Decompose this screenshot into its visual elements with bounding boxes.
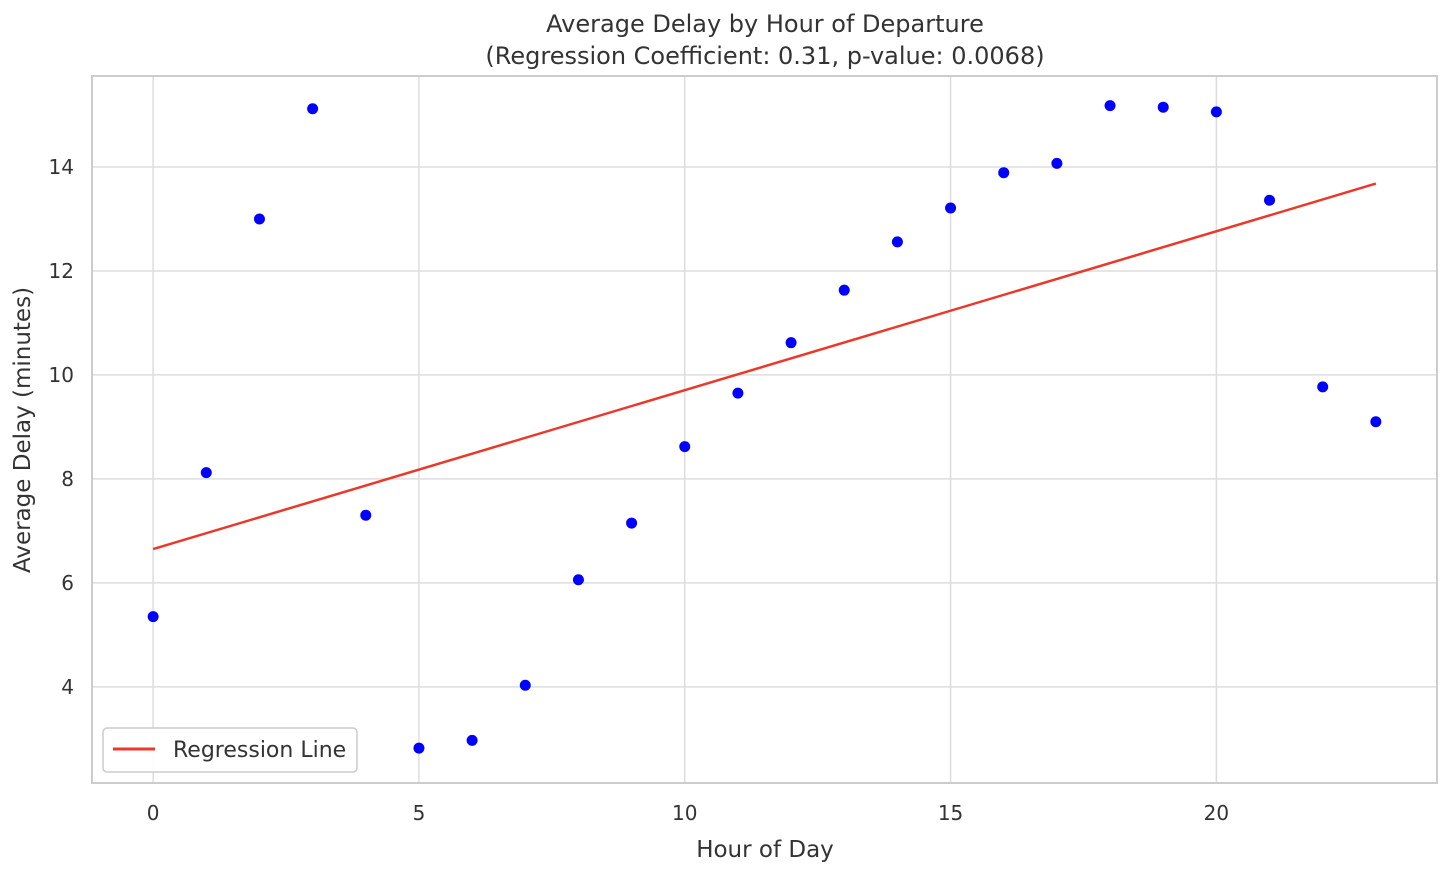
legend-label-regression: Regression Line	[173, 738, 346, 763]
x-tick-labels: 0 5 10 15 20	[147, 801, 1229, 825]
y-tick-label: 6	[61, 571, 74, 595]
data-point	[785, 337, 797, 349]
data-point	[307, 103, 319, 115]
legend-box	[102, 727, 358, 773]
data-point	[732, 387, 744, 399]
y-tick-labels: 4 6 8 10 12 14	[49, 155, 74, 699]
data-point	[1051, 157, 1063, 169]
y-tick-label: 12	[49, 259, 74, 283]
data-point	[572, 574, 584, 586]
plot-frame	[91, 75, 1438, 784]
scatter-series	[147, 100, 1382, 754]
data-point	[679, 441, 691, 453]
x-tick-label: 20	[1204, 801, 1229, 825]
data-point	[519, 679, 531, 691]
data-point	[945, 202, 957, 214]
data-point	[147, 611, 159, 623]
data-point	[838, 284, 850, 296]
data-point	[1104, 100, 1116, 112]
data-point	[360, 509, 372, 521]
legend: Regression Line	[102, 727, 358, 773]
regression-line	[152, 182, 1377, 551]
y-tick-label: 4	[61, 675, 74, 699]
data-point	[626, 517, 638, 529]
x-tick-label: 10	[672, 801, 697, 825]
data-point	[1210, 106, 1222, 118]
data-point	[413, 742, 425, 754]
y-axis-label: Average Delay (minutes)	[10, 287, 36, 573]
regression-series	[152, 182, 1377, 551]
data-point	[891, 236, 903, 248]
data-point	[1157, 101, 1169, 113]
data-point	[1264, 194, 1276, 206]
x-tick-label: 15	[938, 801, 963, 825]
y-tick-label: 8	[61, 467, 74, 491]
y-tick-label: 10	[49, 363, 74, 387]
data-point	[466, 734, 478, 746]
y-tick-label: 14	[49, 155, 74, 179]
chart-title: Average Delay by Hour of Departure	[546, 10, 984, 38]
data-point	[1370, 416, 1382, 428]
x-tick-label: 5	[413, 801, 426, 825]
x-axis-label: Hour of Day	[696, 837, 834, 863]
data-point	[200, 467, 212, 479]
grid-lines	[92, 76, 1437, 783]
chart-subtitle: (Regression Coefficient: 0.31, p-value: …	[485, 42, 1044, 70]
x-tick-label: 0	[147, 801, 160, 825]
data-point	[998, 167, 1010, 179]
data-point	[253, 213, 265, 225]
data-point	[1317, 381, 1329, 393]
